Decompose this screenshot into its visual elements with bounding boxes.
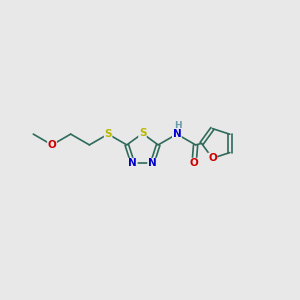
Text: O: O <box>48 140 56 150</box>
Text: H: H <box>175 121 182 130</box>
Text: O: O <box>208 153 217 163</box>
Text: O: O <box>190 158 199 168</box>
Text: S: S <box>139 128 146 139</box>
Text: N: N <box>148 158 157 168</box>
Text: N: N <box>172 129 181 139</box>
Text: S: S <box>104 129 112 139</box>
Text: N: N <box>128 158 137 168</box>
